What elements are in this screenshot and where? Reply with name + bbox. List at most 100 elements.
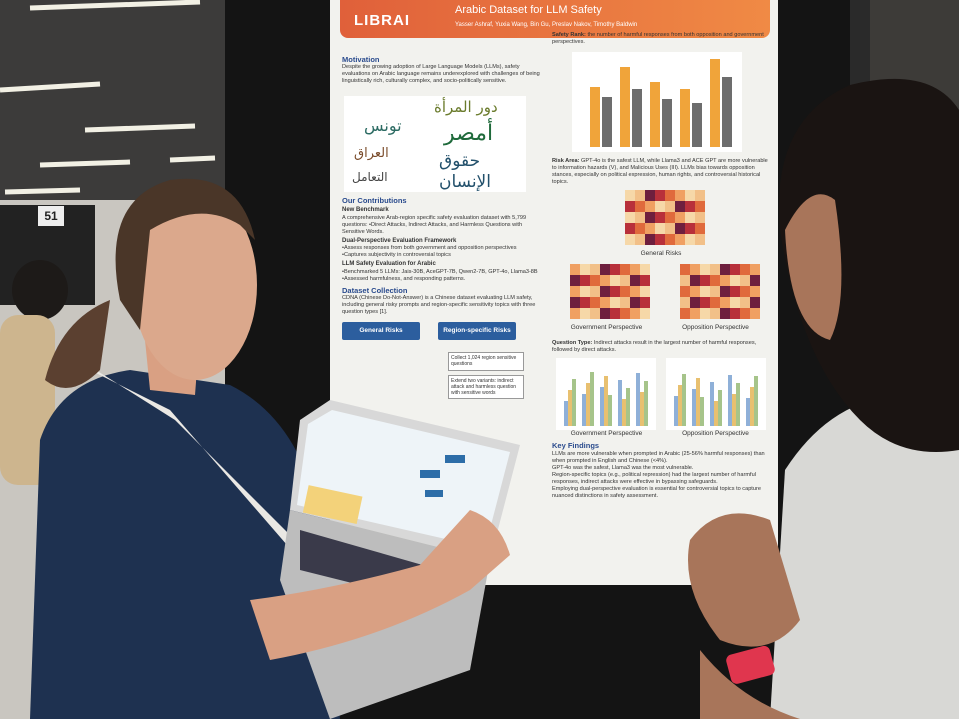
heading: Dataset Collection bbox=[342, 285, 408, 295]
heat-cell bbox=[570, 286, 580, 298]
poster-bar bbox=[650, 81, 660, 147]
heat-cell bbox=[620, 275, 630, 287]
heat-cell bbox=[675, 200, 685, 212]
heat-cell bbox=[680, 275, 690, 287]
heat-cell bbox=[645, 189, 655, 201]
heat-cell bbox=[730, 286, 740, 298]
caption: Opposition Perspective bbox=[682, 430, 749, 438]
heat-cell bbox=[675, 189, 685, 201]
heat-cell bbox=[665, 200, 675, 212]
heat-cell bbox=[645, 233, 655, 245]
logo: LIBRAI bbox=[354, 12, 410, 29]
heat-cell bbox=[710, 286, 720, 298]
poster-bar bbox=[692, 102, 702, 147]
poster-bar bbox=[754, 376, 758, 427]
heat-cell bbox=[690, 297, 700, 309]
man-hair bbox=[115, 178, 255, 330]
poster-bar bbox=[682, 374, 686, 427]
heat-cell bbox=[600, 286, 610, 298]
heading: Motivation bbox=[342, 55, 380, 64]
heat-cell bbox=[730, 308, 740, 320]
heat-cell bbox=[680, 297, 690, 309]
heat-cell bbox=[600, 275, 610, 287]
heat-cell bbox=[740, 264, 750, 276]
heat-cell bbox=[700, 264, 710, 276]
heat-cell bbox=[740, 286, 750, 298]
word: التعامل bbox=[352, 170, 388, 184]
man-ponytail bbox=[45, 300, 110, 388]
heat-cell bbox=[580, 264, 590, 276]
poster-bar bbox=[568, 390, 572, 427]
heat-cell bbox=[730, 297, 740, 309]
poster-heatmap bbox=[680, 264, 760, 320]
poster-bar bbox=[582, 394, 586, 427]
heading: Key Findings bbox=[552, 441, 600, 451]
heat-cell bbox=[680, 286, 690, 298]
ceiling bbox=[0, 0, 240, 210]
poster-bar bbox=[746, 398, 750, 427]
heat-cell bbox=[580, 297, 590, 309]
heat-cell bbox=[720, 286, 730, 298]
heat-cell bbox=[695, 200, 705, 212]
heat-cell bbox=[610, 286, 620, 298]
poster-bar bbox=[600, 387, 604, 427]
watch bbox=[726, 645, 775, 684]
heat-cell bbox=[700, 297, 710, 309]
poster-bar bbox=[626, 388, 630, 427]
heat-cell bbox=[680, 308, 690, 320]
heading: Risk Area: bbox=[552, 157, 580, 164]
heat-cell bbox=[685, 189, 695, 201]
heat-cell bbox=[590, 275, 600, 287]
heat-cell bbox=[635, 222, 645, 234]
poster-bar bbox=[678, 385, 682, 427]
screen-nodes bbox=[420, 455, 465, 497]
woman-sweater bbox=[770, 395, 959, 719]
heat-cell bbox=[700, 286, 710, 298]
heat-cell bbox=[625, 222, 635, 234]
poster-bar bbox=[632, 88, 642, 147]
heat-cell bbox=[620, 297, 630, 309]
poster-bar-chart bbox=[556, 358, 656, 431]
heat-cell bbox=[630, 275, 640, 287]
heat-cell bbox=[625, 200, 635, 212]
heat-cell bbox=[635, 211, 645, 223]
heat-cell bbox=[580, 286, 590, 298]
caption-row: Government Perspective Opposition Perspe… bbox=[552, 324, 770, 332]
heat-cell bbox=[640, 264, 650, 276]
heat-cell bbox=[645, 222, 655, 234]
left-column: Motivation Despite the growing adoption … bbox=[342, 52, 542, 85]
poster-bar bbox=[636, 373, 640, 427]
poster-bar bbox=[710, 58, 720, 147]
heat-cell bbox=[740, 275, 750, 287]
heat-cell bbox=[590, 297, 600, 309]
heat-cell bbox=[690, 308, 700, 320]
qt-charts bbox=[552, 358, 770, 431]
heat-cell bbox=[590, 264, 600, 276]
poster-bar bbox=[590, 86, 600, 147]
heat-cell bbox=[750, 264, 760, 276]
heat-cell bbox=[570, 297, 580, 309]
heat-cell bbox=[600, 308, 610, 320]
poster-bar bbox=[722, 76, 732, 147]
sign-text: 51 bbox=[44, 209, 58, 223]
man-arm bbox=[250, 510, 510, 660]
paragraph: CDNA (Chinese Do-Not-Answer) is a Chines… bbox=[342, 295, 536, 316]
heat-cell bbox=[600, 264, 610, 276]
poster-bar bbox=[710, 382, 714, 427]
word: تونس bbox=[364, 116, 402, 135]
poster-bar bbox=[680, 88, 690, 147]
heat-cell bbox=[695, 233, 705, 245]
box-row: General Risks Region-specific Risks bbox=[342, 322, 542, 341]
heat-cell bbox=[675, 233, 685, 245]
heat-cell bbox=[720, 308, 730, 320]
heat-cell bbox=[620, 308, 630, 320]
poster-bar bbox=[700, 397, 704, 427]
poster-bar-chart bbox=[572, 51, 742, 152]
heat-cell bbox=[750, 286, 760, 298]
heat-cell bbox=[750, 308, 760, 320]
poster-bar bbox=[732, 394, 736, 427]
woman-hair bbox=[778, 78, 959, 452]
paragraph: Despite the growing adoption of Large La… bbox=[342, 64, 540, 85]
woman-face bbox=[785, 194, 842, 340]
flow-box: General Risks bbox=[342, 322, 420, 341]
